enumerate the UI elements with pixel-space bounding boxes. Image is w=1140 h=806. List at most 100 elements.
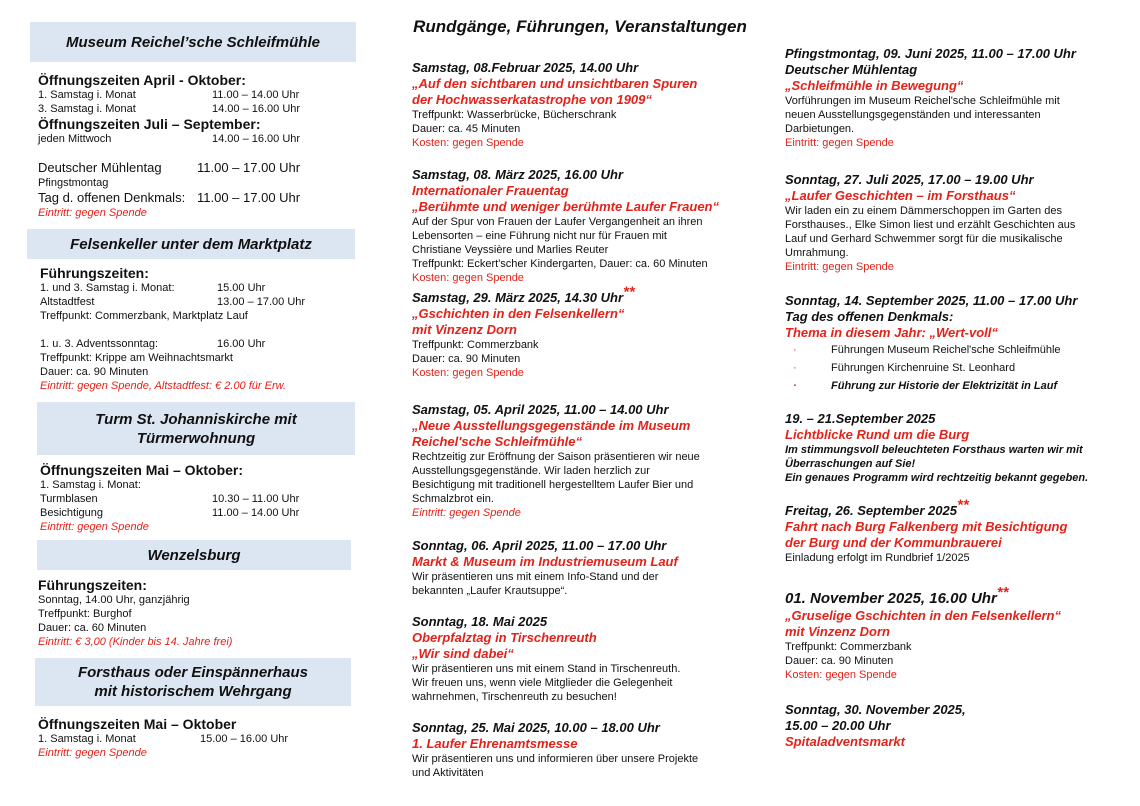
event-date-text: Freitag, 26. September 2025 [785, 503, 957, 518]
event-title-text: „Auf den sichtbaren und unsichtbaren Spu… [412, 76, 698, 91]
hours-time: 13.00 – 17.00 Uhr [217, 296, 306, 308]
event-description: Schmalzbrot ein. [412, 492, 700, 506]
event-title: Fahrt nach Burg Falkenberg mit Besichtig… [785, 519, 1067, 535]
event-description: Christiane Veyssière und Marlies Reuter [412, 243, 719, 257]
event-description-text: Wir freuen uns, wenn viele Mitglieder di… [412, 677, 673, 689]
event-date: Samstag, 08.Februar 2025, 14.00 Uhr [412, 60, 697, 76]
hours-label: 1. Samstag i. Monat [38, 733, 136, 745]
event-description: Wir freuen uns, wenn viele Mitglieder di… [412, 676, 680, 690]
event-description: Vorführungen im Museum Reichel'sche Schl… [785, 94, 1076, 108]
hours-row: jeden Mittwoch 14.00 – 16.00 Uhr [38, 132, 358, 146]
event-title-text: Spitaladventsmarkt [785, 734, 905, 749]
event-title-text: Reichel'sche Schleifmühle“ [412, 434, 582, 449]
hours-row: 1. Samstag i. Monat 11.00 – 14.00 Uhr [38, 88, 358, 102]
event-description-text: Überraschungen auf Sie! [785, 458, 916, 470]
section-content: Öffnungszeiten Mai – Oktober: 1. Samstag … [40, 462, 360, 534]
event-title: „Laufer Geschichten – im Forsthaus“ [785, 188, 1075, 204]
event-cost: Eintritt: gegen Spende [785, 260, 1075, 274]
event-list-item-text: Führung zur Historie der Elektrizität in… [831, 380, 1058, 392]
event-date-text: Samstag, 08. März 2025, 16.00 Uhr [412, 167, 624, 182]
hours-label: 1. Samstag i. Monat [38, 89, 136, 101]
event-cost-text: Kosten: gegen Spende [412, 367, 524, 379]
event-description-text: Vorführungen im Museum Reichel'sche Schl… [785, 95, 1060, 107]
info-text: Pfingstmontag [38, 177, 109, 189]
section-content: Führungszeiten: 1. und 3. Samstag i. Mona… [40, 265, 360, 393]
event-description-text: Ein genaues Programm wird rechtzeitig be… [785, 472, 1089, 484]
event-date-text: Sonntag, 27. Juli 2025, 17.00 – 19.00 Uh… [785, 172, 1034, 187]
event-title-text: Lichtblicke Rund um die Burg [785, 427, 970, 442]
event-description: Dauer: ca. 90 Minuten [785, 654, 1061, 668]
section-header: Turm St. Johanniskirche mit Türmerwohnun… [37, 402, 355, 455]
event-description: Einladung erfolgt im Rundbrief 1/2025 [785, 551, 1067, 565]
event-cost-text: Kosten: gegen Spende [785, 669, 897, 681]
event-date: Samstag, 08. März 2025, 16.00 Uhr [412, 167, 719, 183]
event-date-text: Sonntag, 18. Mai 2025 [412, 614, 548, 629]
event-description: Forsthauses., Elke Simon liest und erzäh… [785, 218, 1075, 232]
event-date: Sonntag, 14. September 2025, 11.00 – 17.… [785, 293, 1077, 309]
event-description: Ausstellungsgegenstände. Wir laden herzl… [412, 464, 700, 478]
section-header: Museum Reichel’sche Schleifmühle [30, 22, 356, 62]
event: Sonntag, 27. Juli 2025, 17.00 – 19.00 Uh… [785, 172, 1075, 274]
hours-label: Deutscher Mühlentag [38, 160, 162, 175]
event-title-text: mit Vinzenz Dorn [785, 624, 890, 639]
event-date-text: Samstag, 29. März 2025, 14.30 Uhr [412, 290, 624, 305]
info-text: Dauer: ca. 90 Minuten [40, 366, 149, 378]
event-subtitle: Tag des offenen Denkmals: [785, 309, 1077, 325]
event-title: Reichel'sche Schleifmühle“ [412, 434, 700, 450]
event: Samstag, 29. März 2025, 14.30 Uhr** „Gsch… [412, 285, 635, 380]
event-description: Darbietungen. [785, 122, 1076, 136]
event-title-text: Oberpfalztag in Tirschenreuth [412, 630, 597, 645]
event-date-text: 15.00 – 20.00 Uhr [785, 718, 891, 733]
event-title: „Auf den sichtbaren und unsichtbaren Spu… [412, 76, 697, 92]
event-title-text: Markt & Museum im Industriemuseum Lauf [412, 554, 678, 569]
info-text: Treffpunkt: Krippe am Weihnachtsmarkt [40, 352, 233, 364]
event-description: bekannten „Laufer Krautsuppe“. [412, 584, 678, 598]
highlight-stars: ** [956, 496, 969, 514]
event-date: Samstag, 05. April 2025, 11.00 – 14.00 U… [412, 402, 700, 418]
event-description: und Aktivitäten [412, 766, 698, 780]
event-date: Sonntag, 06. April 2025, 11.00 – 17.00 U… [412, 538, 678, 554]
info-text: Treffpunkt: Commerzbank, Marktplatz Lauf [40, 310, 248, 322]
event-description-text: Forsthauses., Elke Simon liest und erzäh… [785, 219, 1076, 231]
event-date-text: Pfingstmontag, 09. Juni 2025, 11.00 – 17… [785, 46, 1076, 61]
event-cost: Kosten: gegen Spende [785, 668, 1061, 682]
info-text: Treffpunkt: Burghof [38, 608, 132, 620]
event: 01. November 2025, 16.00 Uhr** „Gruselige… [785, 585, 1061, 682]
hours-time: 11.00 – 14.00 Uhr [212, 89, 300, 101]
hours-time: 11.00 – 17.00 Uhr [197, 190, 301, 205]
event-title: Spitaladventsmarkt [785, 734, 966, 750]
event-description-text: Treffpunkt: Wasserbrücke, Bücherschrank [412, 109, 617, 121]
event-title: „Schleifmühle in Bewegung“ [785, 78, 1076, 94]
hours-time: 14.00 – 16.00 Uhr [212, 133, 301, 145]
event-description: wahrnehmen, Tirschenreuth zu besuchen! [412, 690, 680, 704]
info-text: Dauer: ca. 60 Minuten [38, 622, 147, 634]
event-description-text: wahrnehmen, Tirschenreuth zu besuchen! [412, 691, 617, 703]
hours-row: 1. Samstag i. Monat 15.00 – 16.00 Uhr [38, 732, 358, 746]
event-date-text: 19. – 21.September 2025 [785, 411, 936, 426]
hours-time: 11.00 – 14.00 Uhr [212, 507, 300, 519]
hours-heading: Öffnungszeiten April - Oktober: [38, 72, 246, 88]
hours-row: Altstadtfest 13.00 – 17.00 Uhr [40, 295, 360, 309]
event-title: Lichtblicke Rund um die Burg [785, 427, 1088, 443]
event-cost-text: Eintritt: gegen Spende [412, 507, 521, 519]
event-title-text: der Hochwasserkatastrophe von 1909“ [412, 92, 652, 107]
event-description-text: Besichtigung mit traditionell hergestell… [412, 479, 694, 491]
event-description-text: Wir laden ein zu einem Dämmerschoppen im… [785, 205, 1062, 217]
event-date-text: Sonntag, 25. Mai 2025, 10.00 – 18.00 Uhr [412, 720, 660, 735]
hours-label: Turmblasen [40, 493, 98, 505]
event-description: Ein genaues Programm wird rechtzeitig be… [785, 471, 1088, 485]
event-list-item-text: Führungen Kirchenruine St. Leonhard [831, 362, 1016, 374]
event-date-text: Sonntag, 30. November 2025, [785, 702, 966, 717]
event-description: neuen Ausstellungsgegenständen und inter… [785, 108, 1076, 122]
event-description: Umrahmung. [785, 246, 1075, 260]
event-description: Treffpunkt: Commerzbank [785, 640, 1061, 654]
hours-time: 10.30 – 11.00 Uhr [212, 493, 300, 505]
event-description-text: Ausstellungsgegenstände. Wir laden herzl… [412, 465, 650, 477]
event-description-text: Schmalzbrot ein. [412, 493, 494, 505]
section-header: Forsthaus oder Einspännerhaus mit histor… [35, 658, 351, 706]
event-description-text: Dauer: ca. 45 Minuten [412, 123, 521, 135]
hours-time: 15.00 – 16.00 Uhr [200, 733, 289, 745]
section-content: Öffnungszeiten April - Oktober: 1. Samsta… [38, 72, 358, 220]
spacer [40, 323, 360, 337]
hours-row: Tag d. offenen Denkmals: 11.00 – 17.00 Uh… [38, 190, 358, 206]
